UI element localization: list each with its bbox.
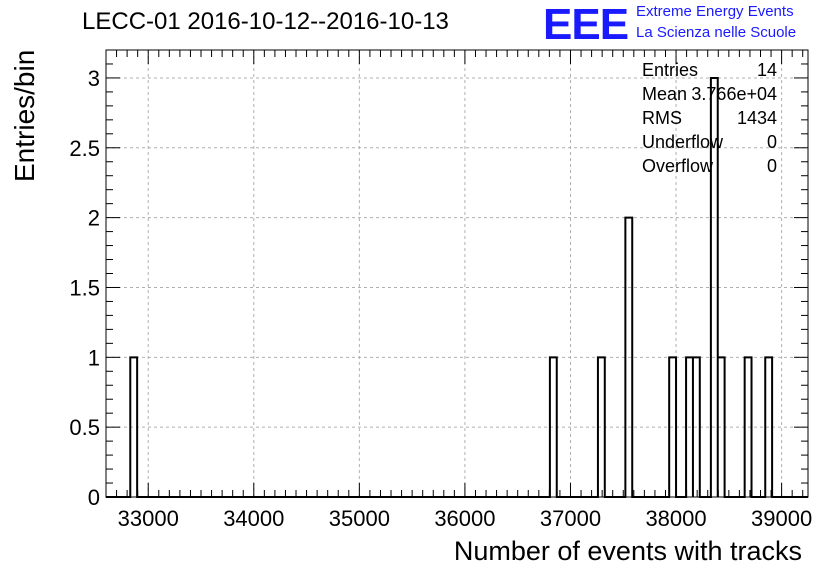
stats-label: RMS xyxy=(642,108,682,128)
x-tick-label: 39000 xyxy=(751,506,812,531)
stats-value: 0 xyxy=(767,156,777,176)
histogram-outline xyxy=(106,76,808,498)
y-tick-label: 0 xyxy=(88,485,100,510)
x-axis-label: Number of events with tracks xyxy=(453,536,802,566)
stats-label: Overflow xyxy=(642,156,714,176)
logo-line-1: Extreme Energy Events xyxy=(636,3,794,20)
stats-label: Entries xyxy=(642,60,698,80)
stats-value: 14 xyxy=(757,60,777,80)
x-tick-label: 37000 xyxy=(540,506,601,531)
y-tick-label: 2 xyxy=(88,206,100,231)
plot-frame xyxy=(105,49,809,498)
x-tick-label: 36000 xyxy=(434,506,495,531)
eee-logo: EEE xyxy=(543,0,629,49)
y-tick-label: 2.5 xyxy=(69,136,100,161)
stats-label: Mean xyxy=(642,84,687,104)
logo-line-2: La Scienza nelle Scuole xyxy=(636,24,797,41)
y-tick-label: 0.5 xyxy=(69,415,100,440)
y-tick-label: 1.5 xyxy=(69,275,100,300)
y-tick-label: 1 xyxy=(88,345,100,370)
stats-value: 1434 xyxy=(737,108,777,128)
x-tick-label: 33000 xyxy=(118,506,179,531)
chart-title: LECC-01 2016-10-12--2016-10-13 xyxy=(82,8,449,35)
y-tick-label: 3 xyxy=(88,66,100,91)
x-tick-label: 35000 xyxy=(329,506,390,531)
stats-label: Underflow xyxy=(642,132,724,152)
stats-value: 0 xyxy=(767,132,777,152)
stats-value: 3.766e+04 xyxy=(691,84,777,104)
x-tick-label: 38000 xyxy=(645,506,706,531)
x-tick-label: 34000 xyxy=(223,506,284,531)
